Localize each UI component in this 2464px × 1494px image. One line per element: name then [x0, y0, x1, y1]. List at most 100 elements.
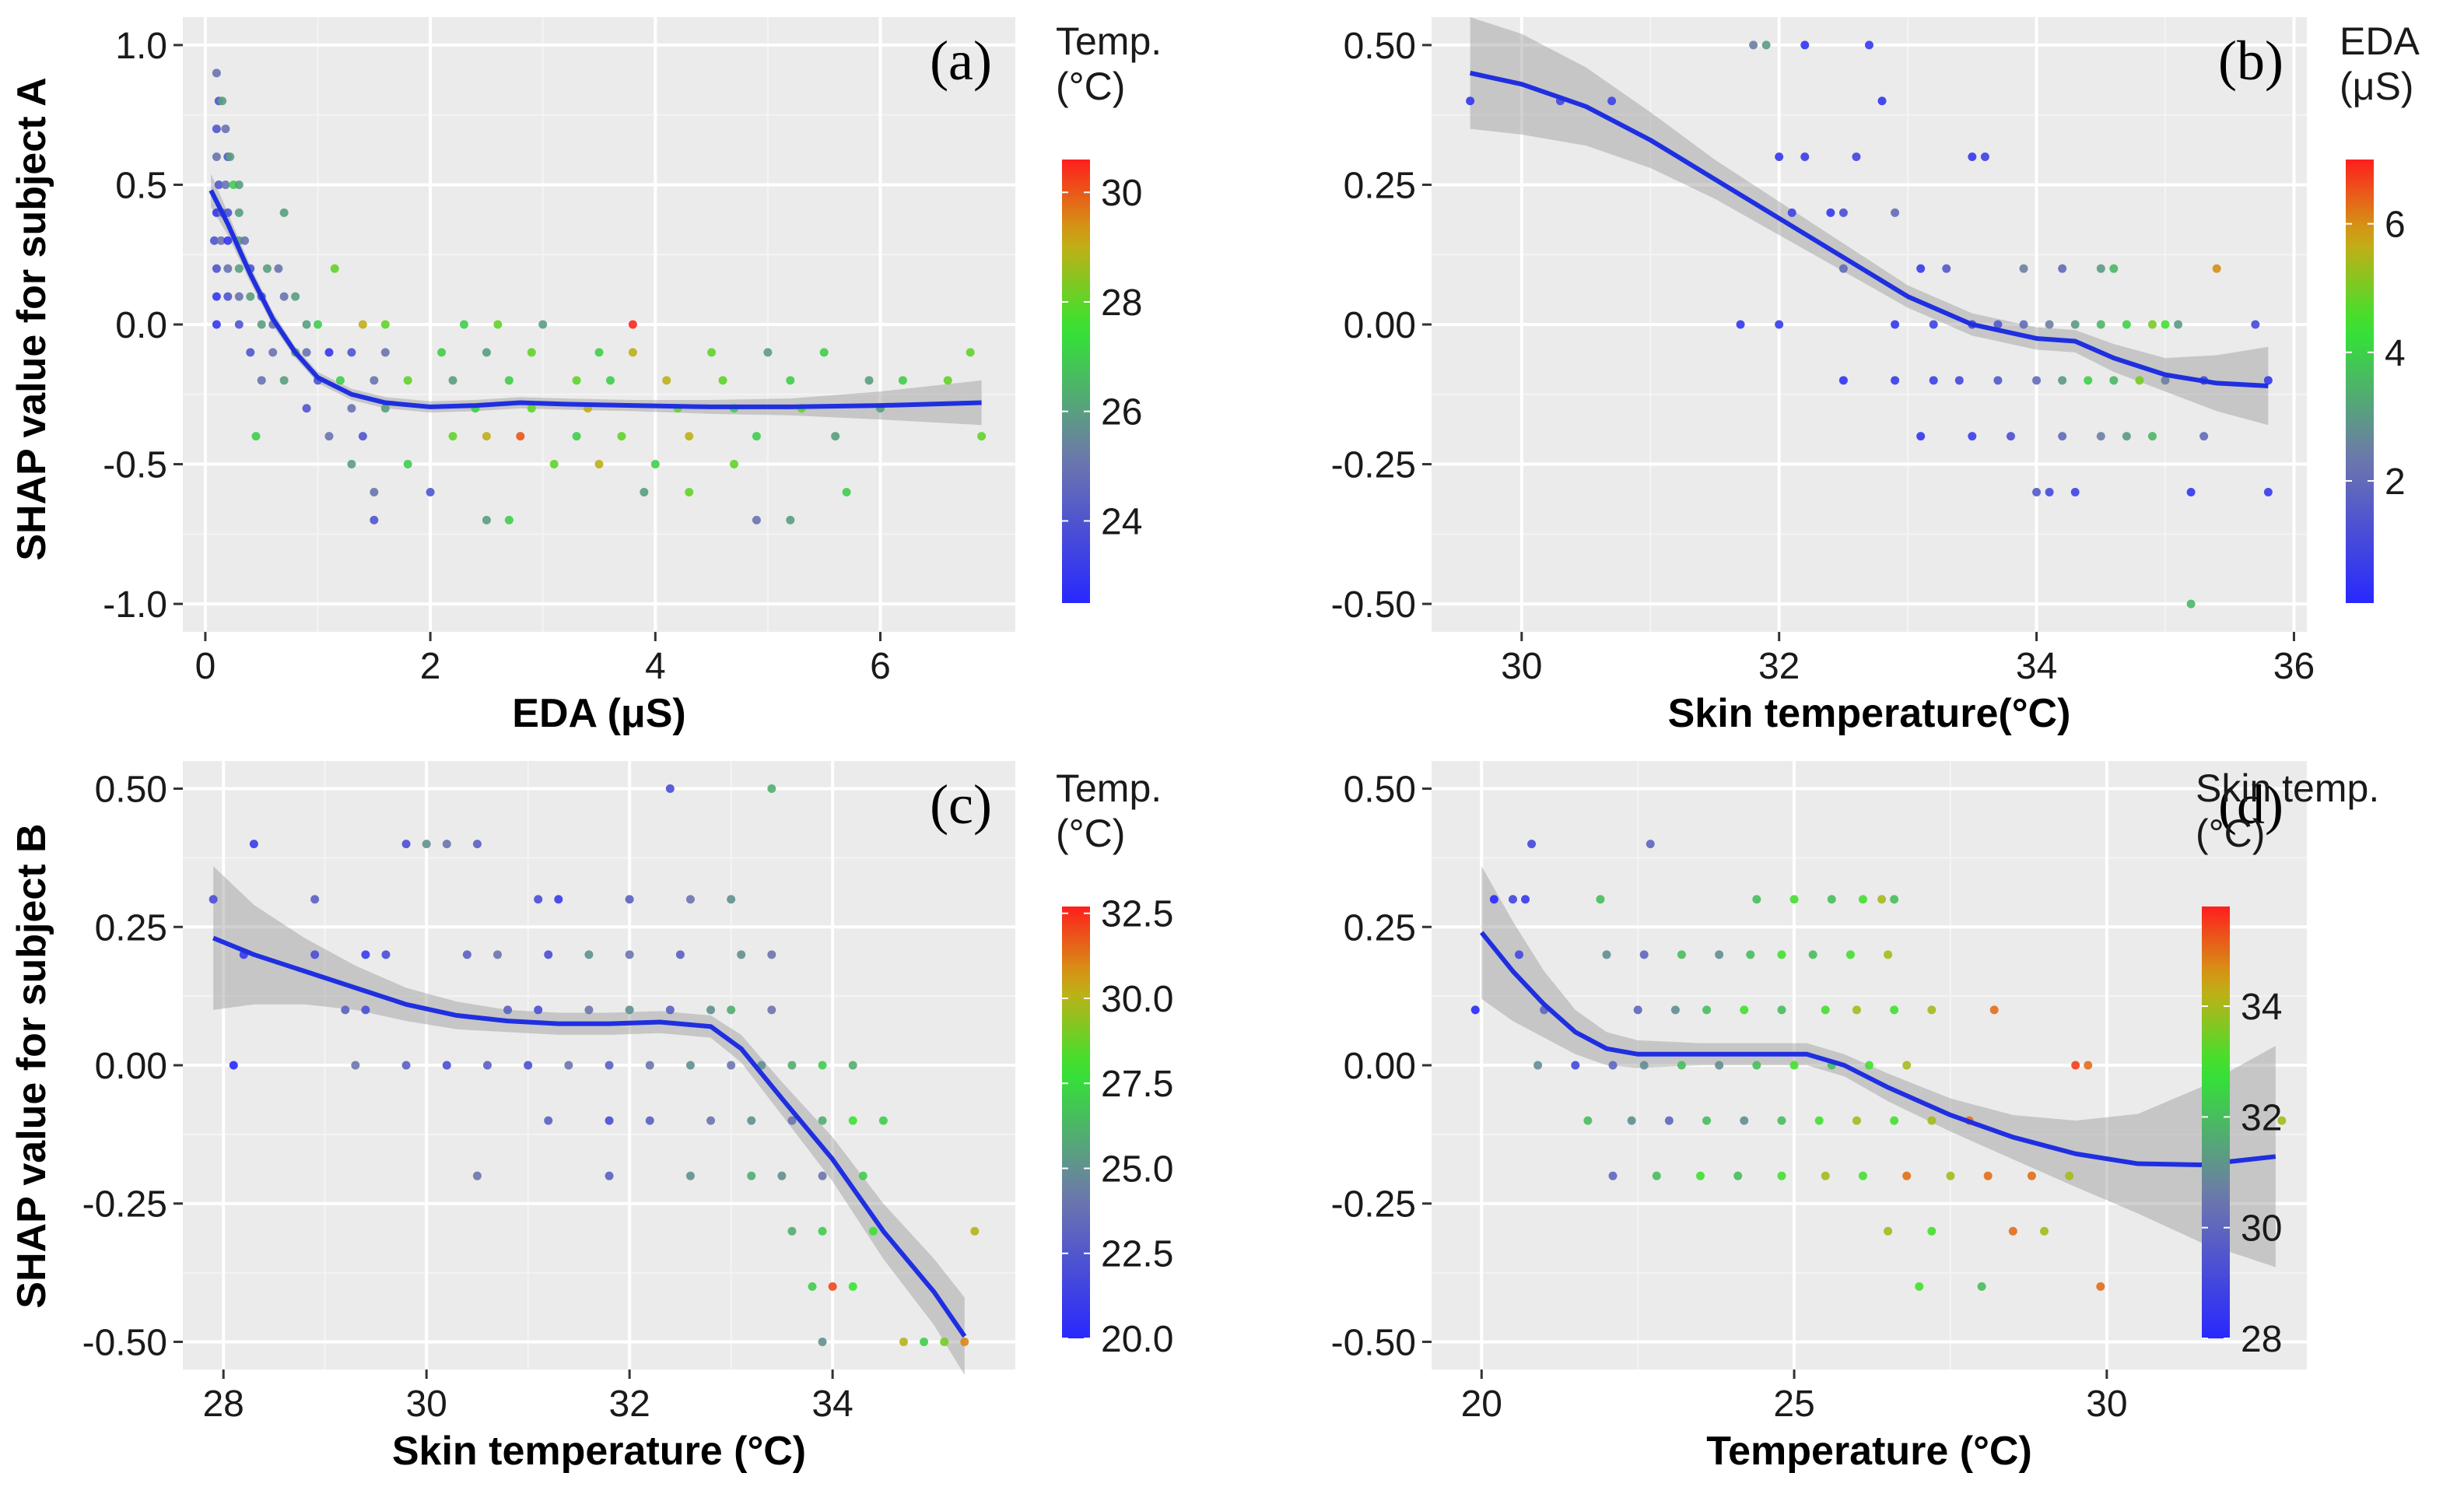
data-point: [819, 348, 829, 357]
data-point: [1884, 1226, 1893, 1236]
data-point: [341, 1005, 350, 1015]
data-point: [786, 515, 795, 524]
data-point: [240, 236, 250, 245]
data-point: [209, 236, 219, 245]
y-tick-label: -0.25: [82, 1184, 167, 1226]
x-tick-label: 25: [1773, 1384, 1814, 1425]
data-point: [1826, 208, 1835, 217]
data-point: [1777, 1171, 1786, 1180]
data-point: [2096, 320, 2105, 329]
data-point: [1852, 1116, 1861, 1125]
x-tick-label: 28: [202, 1384, 244, 1425]
legend-tick-label: 26: [1101, 392, 1142, 433]
data-point: [1749, 40, 1758, 50]
data-point: [291, 292, 300, 301]
data-point: [2084, 1061, 2093, 1070]
data-point: [257, 376, 266, 385]
data-point: [1852, 153, 1861, 162]
legend-tick-label: 28: [1101, 282, 1142, 324]
x-tick-label: 36: [2273, 646, 2315, 687]
data-point: [605, 1116, 614, 1125]
data-point: [448, 432, 457, 441]
x-axis-title: Skin temperature (°C): [392, 1429, 806, 1474]
row-ylabel-b: SHAP value for subject B: [9, 823, 54, 1308]
data-point: [1761, 40, 1771, 50]
data-point: [1670, 1005, 1680, 1015]
data-point: [459, 320, 468, 329]
confidence-band: [1470, 17, 2269, 426]
data-point: [1890, 895, 1899, 904]
data-point: [302, 404, 311, 413]
legend-tick-label: 28: [2241, 1319, 2282, 1360]
data-point: [1777, 1116, 1786, 1125]
data-point: [1752, 1061, 1761, 1070]
panel-label: (a): [930, 30, 992, 92]
data-point: [685, 1171, 695, 1180]
data-point: [1865, 1061, 1873, 1070]
data-point: [302, 320, 311, 329]
data-point: [1527, 840, 1537, 849]
data-point: [752, 432, 761, 441]
data-point: [1915, 1282, 1924, 1291]
y-tick-label: 0.00: [95, 1046, 167, 1087]
x-axis-title: EDA (μS): [512, 691, 685, 736]
data-point: [380, 348, 390, 357]
data-point: [640, 487, 649, 496]
data-point: [727, 895, 736, 904]
data-point: [831, 432, 840, 441]
data-point: [1929, 320, 1938, 329]
row-ylabel-a: SHAP value for subject A: [9, 77, 54, 560]
data-point: [1664, 1116, 1674, 1125]
data-point: [747, 1116, 756, 1125]
data-point: [527, 404, 536, 413]
data-point: [1821, 1005, 1830, 1015]
data-point: [2263, 487, 2273, 496]
data-point: [212, 153, 221, 162]
data-point: [462, 950, 471, 959]
data-point: [314, 320, 323, 329]
data-point: [940, 1337, 949, 1346]
data-point: [1515, 950, 1523, 959]
data-point: [2186, 599, 2196, 608]
data-point: [2058, 376, 2067, 385]
data-point: [1736, 320, 1745, 329]
data-point: [2135, 376, 2144, 385]
data-point: [1877, 895, 1887, 904]
data-point: [1927, 1005, 1937, 1015]
data-point: [1733, 1171, 1743, 1180]
data-point: [1946, 1171, 1955, 1180]
x-axis-title: Temperature (°C): [1706, 1429, 2032, 1474]
data-point: [381, 950, 391, 959]
data-point: [594, 460, 604, 469]
data-point: [1702, 1116, 1712, 1125]
data-point: [214, 180, 223, 189]
data-point: [324, 432, 334, 441]
legend-tick-label: 2: [2385, 461, 2406, 503]
panel-b: 30 32 34 36 0.50 0.25 0.00 -0.25 -0.50 Skin tempe…: [1331, 17, 2420, 736]
data-point: [2212, 264, 2221, 273]
data-point: [1891, 208, 1900, 217]
data-point: [1838, 376, 1848, 385]
row-ylabels: SHAP value for subject A SHAP value for …: [9, 77, 54, 1308]
y-tick-label: 0.50: [1344, 26, 1416, 67]
data-point: [1890, 1005, 1899, 1015]
data-point: [1993, 376, 2003, 385]
data-point: [2070, 320, 2080, 329]
data-point: [1533, 1061, 1543, 1070]
data-point: [2122, 432, 2131, 441]
data-point: [665, 1005, 675, 1015]
data-point: [1865, 40, 1873, 50]
data-point: [1677, 950, 1686, 959]
data-point: [1821, 1171, 1830, 1180]
data-point: [2027, 1171, 2036, 1180]
data-point: [2006, 432, 2015, 441]
data-point: [1787, 208, 1796, 217]
data-point: [358, 320, 367, 329]
data-point: [249, 840, 258, 849]
data-point: [246, 348, 255, 357]
data-point: [1800, 40, 1810, 50]
y-tick-label: -0.50: [82, 1322, 167, 1363]
data-point: [662, 376, 671, 385]
data-point: [1652, 1171, 1661, 1180]
y-tick-label: -0.5: [103, 445, 167, 486]
